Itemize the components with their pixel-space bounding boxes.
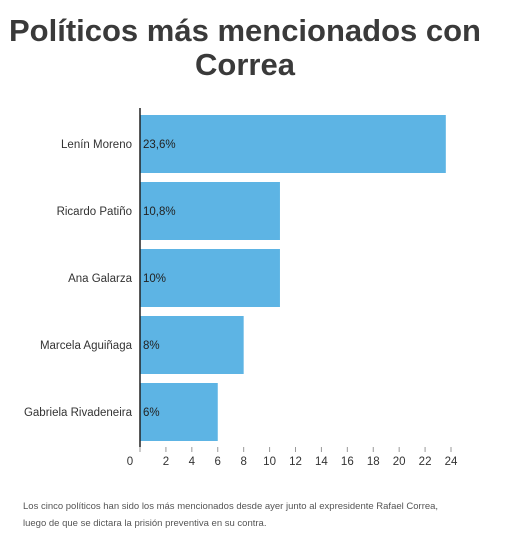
chart-title: Políticos más mencionados con Correa xyxy=(8,13,481,82)
x-tick-label: 20 xyxy=(393,456,406,468)
value-label: 10% xyxy=(143,273,166,285)
bar xyxy=(140,249,280,307)
x-tick-label: 14 xyxy=(315,456,328,468)
x-tick-label: 18 xyxy=(367,456,380,468)
x-tick-label: 22 xyxy=(419,456,432,468)
x-tick-label: 4 xyxy=(189,456,196,468)
footnote: Los cinco políticos han sido los más men… xyxy=(23,501,439,529)
x-tick-label: 10 xyxy=(263,456,276,468)
x-axis-ticks: 0 2 4 6 8 10 12 14 16 18 20 22 24 xyxy=(127,447,458,468)
value-label: 8% xyxy=(143,340,160,352)
value-label: 6% xyxy=(143,407,160,419)
bars: Lenín Moreno 23,6% Ricardo Patiño 10,8% Ana … xyxy=(24,115,446,441)
x-tick-label: 2 xyxy=(163,456,169,468)
x-tick-label: 8 xyxy=(240,456,246,468)
value-label: 23,6% xyxy=(143,139,176,151)
category-label: Ricardo Patiño xyxy=(57,206,132,218)
category-label: Ana Galarza xyxy=(68,273,133,285)
value-label: 10,8% xyxy=(143,206,176,218)
x-tick-label: 24 xyxy=(445,456,458,468)
bar xyxy=(140,383,218,441)
category-label: Lenín Moreno xyxy=(61,139,132,151)
x-tick-label: 6 xyxy=(215,456,221,468)
bar-chart: Lenín Moreno 23,6% Ricardo Patiño 10,8% Ana … xyxy=(24,108,458,468)
x-tick-label: 12 xyxy=(289,456,302,468)
x-tick-label: 0 xyxy=(127,456,133,468)
x-tick-label: 16 xyxy=(341,456,354,468)
bar xyxy=(140,316,244,374)
category-label: Marcela Aguiñaga xyxy=(40,340,133,352)
bar xyxy=(140,182,280,240)
category-label: Gabriela Rivadeneira xyxy=(24,407,133,419)
bar xyxy=(140,115,446,173)
